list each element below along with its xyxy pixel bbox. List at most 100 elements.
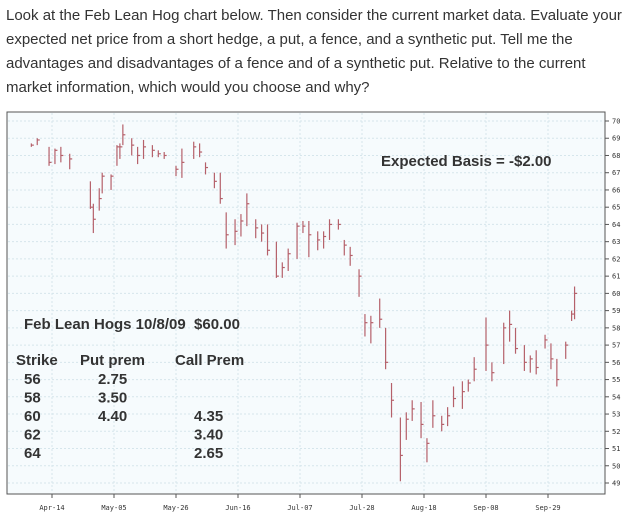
price-bar — [390, 383, 395, 418]
price-bar — [48, 146, 52, 166]
y-tick-label: 69 — [612, 135, 620, 143]
y-tick-label: 63 — [612, 238, 620, 246]
price-bar — [101, 172, 105, 194]
price-bar — [89, 181, 93, 209]
y-tick-label: 60 — [612, 290, 620, 298]
y-tick-label: 55 — [612, 376, 620, 384]
price-bar — [441, 415, 445, 432]
price-bar — [473, 357, 477, 382]
price-bar — [213, 172, 217, 189]
price-bar — [157, 150, 161, 158]
y-tick-label: 70 — [612, 118, 620, 126]
y-tick-label: 59 — [612, 307, 620, 315]
price-bar — [261, 224, 265, 242]
y-tick-label: 65 — [612, 204, 620, 212]
price-bar — [337, 219, 341, 230]
price-bar — [349, 246, 353, 266]
y-tick-label: 50 — [612, 462, 620, 470]
price-bar — [556, 358, 560, 387]
table-cell: 2.65 — [194, 445, 223, 462]
x-tick-label: Sep-08 — [473, 504, 498, 512]
x-tick-label: Apr-14 — [39, 504, 64, 512]
price-bar — [142, 139, 147, 159]
price-bar — [328, 219, 333, 240]
table-cell: 4.35 — [194, 408, 223, 425]
price-bar — [358, 269, 362, 297]
y-tick-label: 67 — [612, 169, 620, 177]
y-tick-label: 62 — [612, 255, 620, 263]
price-bar — [92, 203, 96, 234]
price-bar — [175, 165, 179, 177]
y-tick-label: 52 — [612, 428, 620, 436]
y-tick-label: 53 — [612, 411, 620, 419]
price-bar — [509, 310, 513, 342]
y-tick-label: 66 — [612, 186, 620, 194]
price-bar — [411, 400, 415, 421]
price-bar — [544, 334, 548, 349]
y-tick-label: 49 — [612, 480, 620, 488]
price-bar — [131, 138, 135, 156]
price-bar — [565, 341, 569, 359]
table-cell: 64 — [24, 445, 41, 462]
price-bar — [137, 146, 141, 165]
price-bar — [523, 345, 527, 371]
price-bar — [573, 286, 578, 320]
price-bar — [420, 401, 424, 439]
expected-basis-label: Expected Basis = -$2.00 — [381, 153, 552, 170]
price-bar — [281, 262, 285, 278]
price-bar — [308, 220, 312, 258]
price-bar — [385, 327, 389, 370]
price-bar — [240, 214, 244, 237]
price-bar — [151, 145, 155, 158]
table-header: Strike — [16, 352, 58, 369]
price-bar — [30, 143, 34, 147]
table-cell: 60 — [24, 408, 41, 425]
price-bar — [461, 381, 465, 409]
y-tick-label: 68 — [612, 152, 620, 160]
x-tick-label: May-26 — [163, 504, 188, 512]
x-tick-label: Aug-18 — [411, 504, 436, 512]
price-bar — [122, 124, 126, 146]
price-bar — [54, 148, 58, 165]
price-bar — [225, 212, 229, 249]
price-bar — [181, 148, 185, 178]
price-bar — [204, 162, 209, 175]
table-cell: 56 — [24, 371, 41, 388]
price-bar — [302, 220, 306, 234]
price-bar — [234, 219, 238, 246]
price-bar — [467, 379, 471, 392]
price-bar — [550, 343, 554, 370]
price-bar — [119, 143, 123, 159]
x-tick-label: Jul-28 — [349, 504, 374, 512]
table-cell: 4.40 — [98, 408, 127, 425]
x-tick-label: May-05 — [101, 504, 126, 512]
table-cell: 58 — [24, 390, 41, 407]
price-bar — [379, 298, 383, 328]
price-bar — [399, 417, 403, 482]
price-bar — [426, 438, 430, 463]
price-bar — [255, 219, 259, 239]
price-bar — [275, 241, 279, 278]
plot-frame — [6, 111, 606, 495]
price-bar — [199, 143, 203, 158]
x-tick-label: Sep-29 — [535, 504, 560, 512]
price-bar — [219, 172, 223, 204]
price-bar — [535, 350, 539, 375]
table-header: Call Prem — [175, 352, 244, 369]
price-bar — [163, 152, 167, 159]
price-bar — [287, 248, 291, 271]
price-bar — [69, 153, 73, 170]
price-bar — [246, 193, 250, 227]
x-tick-label: Jul-07 — [287, 504, 312, 512]
price-bar — [364, 314, 368, 337]
y-tick-label: 51 — [612, 445, 620, 453]
price-bar — [485, 317, 489, 371]
y-tick-label: 56 — [612, 359, 620, 367]
price-bar — [571, 310, 575, 321]
y-tick-label: 61 — [612, 273, 620, 281]
price-bar — [317, 231, 321, 251]
table-cell: 3.50 — [98, 390, 127, 407]
y-tick-label: 58 — [612, 324, 620, 332]
price-bar — [266, 224, 271, 256]
